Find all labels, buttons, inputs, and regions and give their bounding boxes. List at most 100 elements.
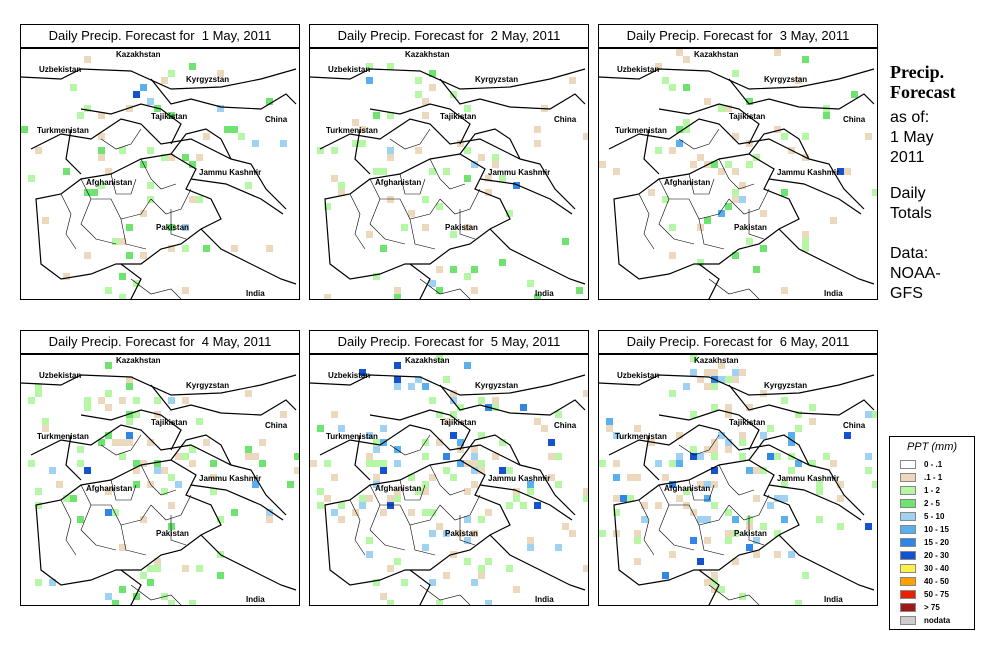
precip-cell [732, 558, 739, 565]
forecast-panel: Daily Precip. Forecast for 1 May, 2011 Ka… [20, 24, 300, 300]
precip-cell [147, 98, 154, 105]
province-border [80, 198, 117, 245]
precip-cell [795, 77, 802, 84]
precip-cell [669, 481, 676, 488]
precip-cell [739, 196, 746, 203]
map-label-afghanistan: Afghanistan [664, 484, 710, 493]
province-border [120, 524, 147, 556]
precip-cell [98, 154, 105, 161]
precip-cell [872, 189, 877, 196]
precip-cell [725, 161, 732, 168]
precip-cell [711, 404, 718, 411]
precip-cell [450, 91, 457, 98]
precip-cell [105, 488, 112, 495]
country-border [150, 78, 297, 110]
precip-cell [35, 579, 42, 586]
precip-cell [471, 266, 478, 273]
precip-cell [478, 516, 485, 523]
country-border [479, 484, 573, 521]
precip-cell [359, 126, 366, 133]
precip-cell [690, 509, 697, 516]
precip-cell [641, 502, 648, 509]
precip-cell [380, 509, 387, 516]
precip-cell [781, 397, 788, 404]
precip-cell [760, 245, 767, 252]
legend-swatch [900, 590, 916, 599]
precip-cell [450, 411, 457, 418]
precip-cell [669, 84, 676, 91]
precip-cell [464, 362, 471, 369]
province-border [638, 193, 655, 250]
precip-cell [133, 460, 140, 467]
precip-cell [634, 425, 641, 432]
precip-cell [527, 481, 534, 488]
precip-cell [238, 133, 245, 140]
legend-swatch [900, 512, 916, 521]
precip-cell [366, 77, 373, 84]
legend-item: 2 - 5 [900, 498, 972, 509]
precip-cell [217, 105, 224, 112]
precip-cell [366, 460, 373, 467]
precip-cell [753, 537, 760, 544]
province-border [728, 188, 770, 215]
precip-cell [760, 432, 767, 439]
province-border [658, 504, 695, 551]
precip-cell [576, 287, 583, 294]
precip-cell [513, 586, 520, 593]
precip-cell [98, 133, 105, 140]
precip-cell [464, 537, 471, 544]
precip-cell [387, 196, 394, 203]
country-border [608, 118, 865, 210]
precip-cell [802, 133, 809, 140]
map-label-china: China [843, 421, 866, 430]
country-border [354, 434, 371, 481]
legend-swatch [900, 603, 916, 612]
precip-cell [373, 474, 380, 481]
map-label-pakistan: Pakistan [156, 223, 189, 232]
precip-cell [718, 362, 725, 369]
map-label-jammu-kashmir: Jammu Kashmir [199, 168, 261, 177]
panel-title: Daily Precip. Forecast for 4 May, 2011 [20, 330, 300, 354]
precip-cell [634, 530, 641, 537]
precip-cell [422, 509, 429, 516]
map-label-turkmenistan: Turkmenistan [615, 432, 667, 441]
precip-cell [422, 544, 429, 551]
precip-cell [415, 488, 422, 495]
province-border [718, 158, 755, 190]
precip-cell [35, 390, 42, 397]
precip-cell [548, 474, 555, 481]
precip-cell [182, 245, 189, 252]
country-border [479, 178, 573, 215]
precip-cell [809, 404, 816, 411]
map-svg: Kazakhstan Uzbekistan Kyrgyzstan Tajikistan… [599, 49, 877, 299]
legend-item: 15 - 20 [900, 537, 972, 548]
country-border [748, 128, 810, 160]
precip-cell [478, 572, 485, 579]
country-border [728, 384, 875, 416]
precip-cell [569, 77, 576, 84]
precip-cell [704, 481, 711, 488]
precip-cell [126, 105, 133, 112]
precip-cell [534, 418, 541, 425]
precip-cell [415, 376, 422, 383]
precip-cell [450, 474, 457, 481]
precip-cell [147, 439, 154, 446]
province-border [748, 515, 765, 546]
province-border [369, 504, 406, 551]
precip-cell [35, 147, 42, 154]
precip-cell [746, 404, 753, 411]
legend-title: PPT (mm) [906, 441, 958, 453]
precip-cell [683, 383, 690, 390]
province-border [120, 218, 147, 250]
precip-cell [63, 168, 70, 175]
as-of-date: as of: 1 May 2011 [890, 108, 934, 168]
precip-cell [443, 453, 450, 460]
precip-cell [690, 161, 697, 168]
precip-cell [84, 397, 91, 404]
precip-cell [119, 453, 126, 460]
precip-cell [422, 481, 429, 488]
precip-cell [606, 418, 613, 425]
country-border [778, 534, 875, 591]
precip-cell [690, 453, 697, 460]
precip-cell [499, 439, 506, 446]
